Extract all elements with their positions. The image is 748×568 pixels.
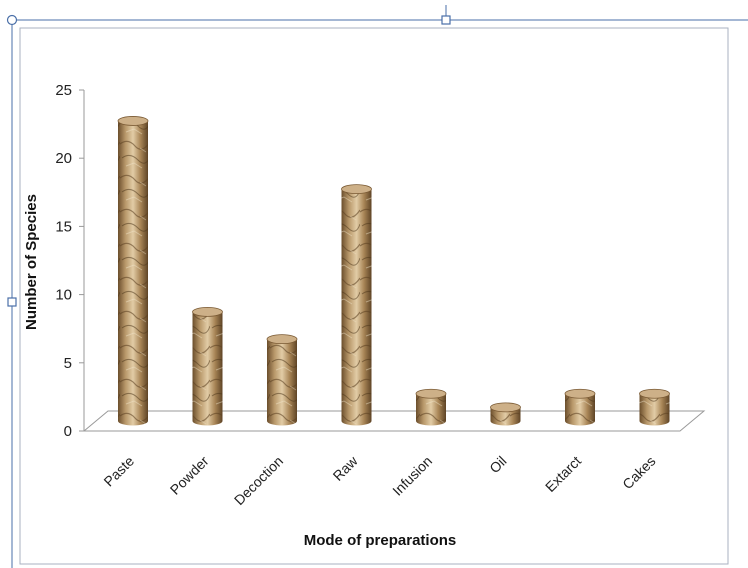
- bar-top: [415, 388, 447, 399]
- y-tick-label: 20: [55, 150, 72, 167]
- bar-extarct: [564, 388, 596, 426]
- x-tick-label: Paste: [100, 453, 137, 490]
- y-tick-label: 0: [64, 423, 72, 440]
- bar-texture: [192, 311, 223, 426]
- resize-handle-left[interactable]: [7, 297, 17, 307]
- bar-paste: [117, 116, 149, 426]
- bar-texture: [118, 120, 148, 426]
- x-tick-label: Extarct: [542, 453, 584, 495]
- bar-infusion: [415, 388, 447, 426]
- chart-area-border: [19, 27, 729, 565]
- y-tick-label: 15: [55, 218, 72, 235]
- bar-top: [341, 184, 372, 195]
- bar-texture: [416, 393, 446, 426]
- x-tick-label: Cakes: [619, 453, 658, 492]
- bar-top: [266, 334, 298, 345]
- bar-texture: [341, 189, 372, 426]
- bar-oil: [490, 402, 521, 426]
- resize-handle-top[interactable]: [441, 15, 451, 25]
- bar-top: [490, 402, 521, 413]
- bar-texture: [490, 407, 521, 426]
- chart-floor: [82, 410, 706, 432]
- resize-handle-corner[interactable]: [6, 14, 18, 26]
- bar-texture: [267, 339, 297, 426]
- bar-decoction: [266, 334, 298, 426]
- y-tick-label: 10: [55, 287, 72, 304]
- bar-top: [117, 116, 149, 126]
- bar-raw: [341, 184, 372, 426]
- x-tick-label: Powder: [167, 453, 212, 498]
- bar-texture: [565, 393, 595, 426]
- y-axis-title: Number of Species: [23, 194, 40, 330]
- bar-texture: [639, 393, 670, 426]
- x-axis-title: Mode of preparations: [304, 532, 457, 549]
- x-tick-label: Infusion: [389, 453, 435, 499]
- bar-top: [192, 306, 223, 317]
- bar-cakes: [639, 388, 670, 426]
- y-tick-label: 5: [64, 355, 72, 372]
- bar-top: [564, 388, 596, 399]
- x-tick-label: Oil: [486, 453, 509, 476]
- bar-top: [639, 388, 670, 399]
- bar-powder: [192, 306, 223, 426]
- y-tick-label: 25: [55, 82, 72, 99]
- x-tick-label: Raw: [329, 452, 361, 484]
- x-tick-label: Decoction: [231, 453, 286, 508]
